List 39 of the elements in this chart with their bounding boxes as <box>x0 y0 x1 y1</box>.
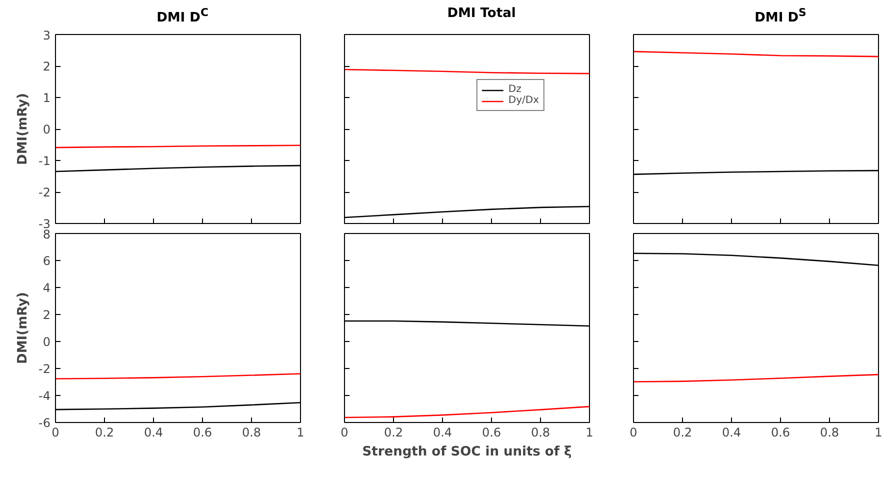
y-tick-label: -4 <box>38 389 51 403</box>
x-tick-label: 0.8 <box>820 426 840 440</box>
x-tick-label: 0.2 <box>384 426 404 440</box>
x-tick-label: 0.8 <box>530 426 550 440</box>
x-tick-label: 0.4 <box>144 426 164 440</box>
x-tick-label: 0.6 <box>482 426 502 440</box>
x-tick-label: 1 <box>586 426 594 440</box>
chart-title: DMI D$^{S}$ <box>754 5 808 28</box>
x-tick-label: 0.6 <box>192 426 212 440</box>
y-tick-label: 2 <box>42 60 51 74</box>
x-tick-label: 1 <box>296 426 304 440</box>
x-tick-label: 0.2 <box>672 426 692 440</box>
y-tick-label: 2 <box>42 308 51 322</box>
x-tick-label: 0.2 <box>94 426 114 440</box>
x-axis-title: Strength of SOC in units of ξ <box>362 444 572 460</box>
chart-title: DMI D$^{C}$ <box>156 5 210 28</box>
y-tick-label: -1 <box>38 154 51 168</box>
x-tick-label: 0.4 <box>722 426 742 440</box>
x-tick-label: 1 <box>874 426 882 440</box>
y-tick-label: 3 <box>42 28 51 42</box>
y-tick-label: 0 <box>42 335 51 349</box>
x-tick-label: 0 <box>630 426 638 440</box>
y-tick-label: 0 <box>42 122 51 136</box>
y-tick-label: -2 <box>38 186 51 200</box>
y-tick-label: 1 <box>42 91 51 105</box>
y-axis-title: DMI(mRy) <box>16 93 31 165</box>
y-tick-label: -2 <box>38 362 51 376</box>
y-tick-label: -6 <box>38 416 51 430</box>
x-tick-label: 0.4 <box>432 426 452 440</box>
x-tick-label: 0 <box>52 426 60 440</box>
x-tick-label: 0.8 <box>242 426 262 440</box>
y-tick-label: 4 <box>42 281 51 295</box>
y-tick-label: 6 <box>42 254 51 268</box>
legend-label: Dz <box>508 84 522 95</box>
x-tick-label: 0 <box>340 426 348 440</box>
chart-title: DMI Total <box>446 5 517 23</box>
x-tick-label: 0.6 <box>770 426 790 440</box>
y-axis-title: DMI(mRy) <box>16 292 31 364</box>
legend-label: Dy/Dx <box>508 95 539 106</box>
